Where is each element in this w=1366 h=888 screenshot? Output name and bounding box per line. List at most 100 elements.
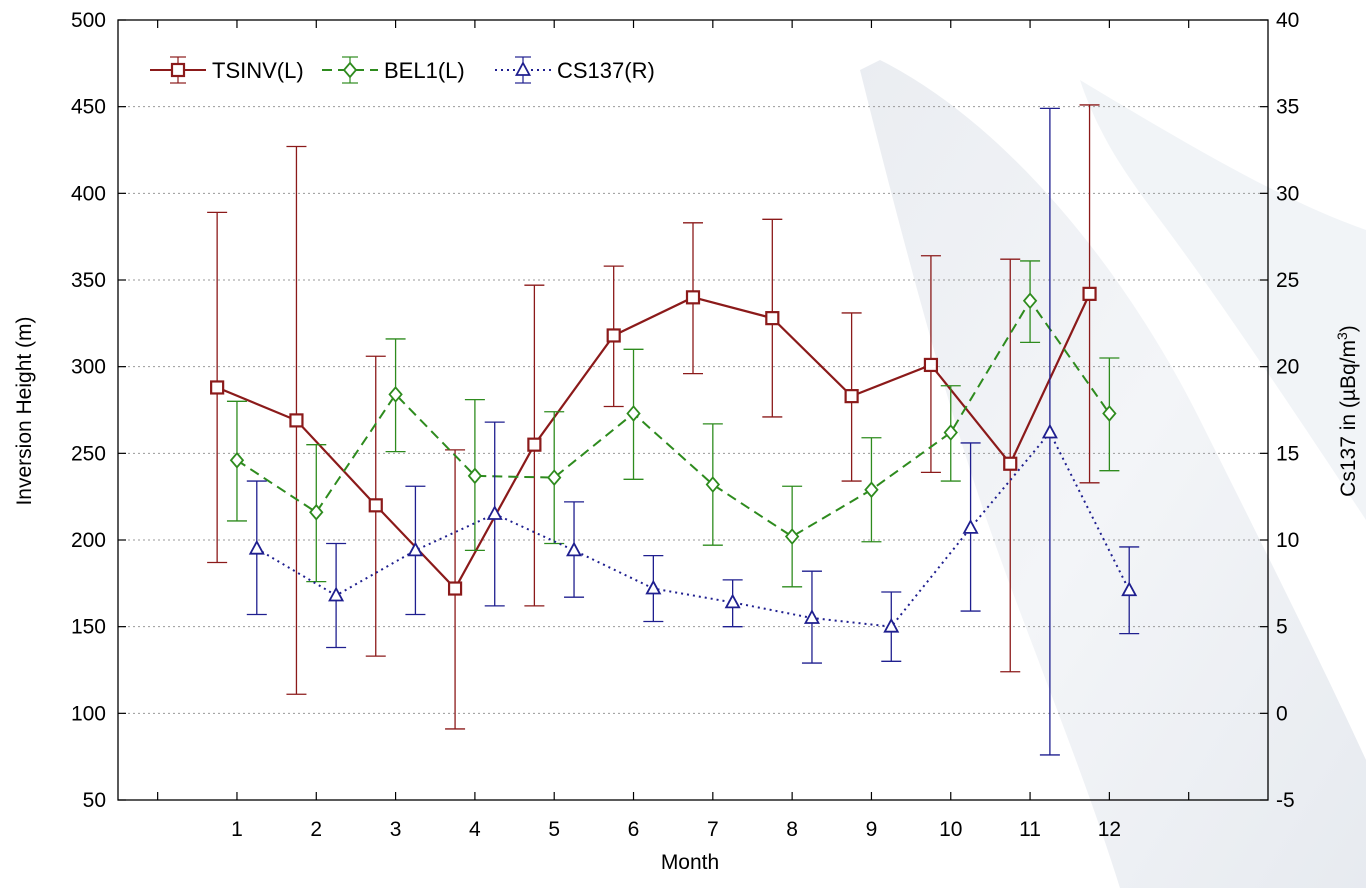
marker-square (1003, 456, 1018, 471)
marker-triangle (566, 541, 583, 557)
right-tick-label: 20 (1276, 356, 1299, 379)
x-tick-label: 4 (469, 818, 481, 841)
marker-square (844, 389, 859, 404)
marker-square (289, 413, 304, 428)
marker-square (170, 62, 186, 78)
right-tick-label: 5 (1276, 616, 1288, 639)
marker-diamond (229, 451, 245, 469)
left-tick-label: 400 (71, 182, 106, 205)
legend-item: BEL1(L) (322, 56, 465, 84)
marker-diamond (943, 424, 958, 441)
x-tick-label: 11 (1019, 818, 1041, 841)
x-axis-title: Month (661, 851, 719, 874)
x-tick-label: 12 (1098, 818, 1121, 841)
marker-square (368, 498, 383, 513)
marker-square (527, 437, 542, 452)
marker-triangle (1041, 423, 1058, 439)
right-tick-label: 0 (1276, 702, 1288, 725)
x-tick-label: 5 (548, 818, 560, 841)
marker-diamond (309, 503, 324, 521)
left-tick-label: 150 (71, 616, 106, 639)
x-tick-label: 10 (939, 818, 962, 841)
right-axis-title-unit: µBq/m (1337, 340, 1360, 401)
left-tick-label: 450 (71, 96, 106, 119)
x-tick-label: 6 (628, 818, 640, 841)
left-tick-label: 500 (71, 9, 106, 32)
right-tick-label: 10 (1276, 529, 1299, 552)
right-tick-label: 30 (1276, 182, 1299, 205)
left-tick-label: 200 (71, 529, 106, 552)
marker-triangle (645, 579, 662, 595)
series-line (236, 298, 1111, 538)
right-tick-label: 35 (1276, 96, 1299, 119)
series-layer (207, 104, 1140, 756)
marker-triangle (883, 617, 900, 633)
background-swoosh-2 (1080, 80, 1366, 520)
left-tick-label: 350 (71, 269, 106, 292)
marker-square (210, 380, 225, 395)
x-tick-label: 2 (310, 818, 322, 841)
marker-diamond (467, 467, 483, 485)
right-tick-label: 25 (1276, 269, 1299, 292)
marker-diamond (1022, 292, 1038, 310)
plot-border (117, 19, 1269, 801)
x-tick-label: 3 (390, 818, 402, 841)
marker-diamond (784, 528, 800, 545)
marker-triangle (514, 61, 532, 76)
marker-triangle (407, 541, 424, 557)
legend-item: TSINV(L) (150, 56, 304, 84)
right-axis: -5 0 5 10 15 20 25 30 35 40 (1260, 9, 1299, 812)
marker-triangle (724, 593, 741, 609)
series-cs137-r- (246, 107, 1140, 756)
right-axis-title-suffix: ) (1337, 325, 1360, 332)
x-tick-label: 8 (786, 818, 798, 841)
left-axis: 50 100 150 200 250 300 350 400 450 500 (71, 9, 126, 812)
marker-diamond (1102, 405, 1117, 422)
marker-square (685, 290, 701, 305)
x-tick-label: 1 (231, 818, 243, 841)
marker-diamond (342, 61, 358, 79)
x-tick-label: 9 (866, 818, 878, 841)
series-line (256, 430, 1131, 628)
series-line (216, 293, 1091, 591)
marker-square (1082, 286, 1097, 301)
marker-diamond (864, 481, 879, 499)
left-tick-label: 300 (71, 356, 106, 379)
right-axis-title-sup: 3 (1334, 332, 1350, 340)
legend-label: CS137(R) (557, 58, 655, 83)
left-tick-label: 250 (71, 442, 106, 465)
marker-diamond (626, 405, 641, 422)
marker-triangle (248, 539, 265, 555)
marker-square (606, 328, 621, 343)
series-tsinv-l- (207, 104, 1100, 730)
left-axis-title: Inversion Height (m) (13, 316, 36, 505)
right-axis-title: Cs137 in (µBq/m3) (1334, 325, 1360, 497)
legend-item: CS137(R) (495, 56, 655, 84)
bottom-axis: 1 2 3 4 5 6 7 8 9 10 11 12 (157, 20, 1190, 841)
right-tick-label: 15 (1276, 442, 1299, 465)
marker-triangle (962, 518, 979, 534)
left-tick-label: 50 (83, 789, 106, 812)
marker-square (765, 311, 780, 326)
right-tick-label: 40 (1276, 9, 1299, 32)
marker-triangle (328, 586, 345, 602)
left-tick-label: 100 (71, 702, 106, 725)
legend-label: TSINV(L) (212, 58, 304, 83)
right-axis-title-prefix: Cs137 in ( (1337, 401, 1360, 497)
marker-triangle (803, 609, 820, 624)
plot-frame (117, 19, 1269, 801)
background-swoosh (860, 60, 1366, 888)
marker-diamond (705, 476, 721, 493)
legend-label: BEL1(L) (384, 58, 465, 83)
right-tick-label: -5 (1276, 789, 1295, 812)
marker-square (923, 357, 939, 373)
marker-square (447, 581, 463, 596)
series-bel1-l- (226, 260, 1120, 588)
marker-triangle (486, 505, 503, 520)
x-tick-label: 7 (707, 818, 719, 841)
marker-triangle (1121, 581, 1138, 597)
legend: TSINV(L) BEL1(L) CS137(R) (150, 56, 655, 84)
marker-diamond (547, 469, 562, 486)
marker-diamond (388, 386, 403, 403)
